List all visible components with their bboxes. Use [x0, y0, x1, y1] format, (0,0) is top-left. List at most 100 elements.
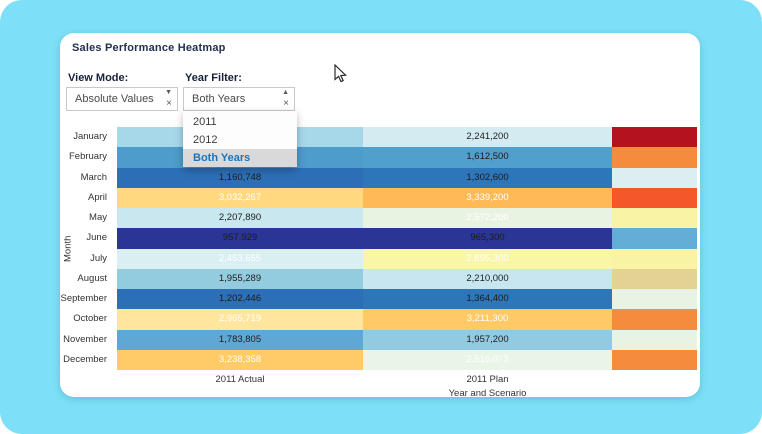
cell-value: 2,516,073 [466, 353, 509, 365]
heatmap-row: 2,453,655 2,895,300 [117, 248, 697, 269]
month-tick: July [90, 252, 107, 264]
cell-value: 2,572,200 [466, 212, 509, 223]
cell-value: 965,300 [470, 232, 505, 244]
heatmap-cell[interactable]: 2,210,000 [363, 268, 612, 289]
month-tick: June [86, 232, 107, 244]
cell-value: 3,032,267 [218, 191, 262, 203]
heatmap-cell[interactable]: 1,202,446 [117, 289, 363, 310]
view-mode-label: View Mode: [68, 72, 129, 84]
cell-value: 957,929 [222, 232, 258, 244]
x-tick-2011-actual: 2011 Actual [215, 374, 265, 385]
page-title: Sales Performance Heatmap [72, 42, 226, 54]
heatmap-cell[interactable] [612, 289, 697, 310]
heatmap-cell[interactable] [612, 208, 697, 229]
year-filter-label: Year Filter: [185, 72, 242, 84]
heatmap-cell[interactable]: 1,783,805 [117, 329, 363, 350]
month-tick: August [77, 272, 107, 284]
view-mode-select[interactable]: Absolute Values ▼ × [66, 87, 178, 111]
menu-item-2011[interactable]: 2011 [193, 116, 217, 128]
cell-value: 2,895,300 [466, 252, 509, 264]
clear-filter-icon[interactable]: × [166, 98, 172, 109]
month-tick: January [73, 131, 107, 142]
heatmap-cell[interactable]: 2,207,890 [117, 208, 363, 229]
heatmap-cell[interactable]: 2,572,200 [363, 208, 612, 229]
heatmap-cell[interactable] [612, 329, 697, 350]
heatmap-cell[interactable]: 1,302,600 [363, 167, 612, 188]
heatmap-cell[interactable]: 3,238,358 [117, 349, 363, 370]
heatmap-row: 3,238,358 2,516,073 [117, 349, 697, 370]
clear-filter-icon[interactable]: × [283, 98, 289, 109]
heatmap-cell[interactable]: 1,955,289 [117, 268, 363, 289]
heatmap-cell[interactable]: 2,516,073 [363, 349, 612, 370]
cell-value: 1,302,600 [466, 171, 509, 183]
cell-value: 3,211,300 [466, 313, 509, 325]
heatmap-cell[interactable] [612, 228, 697, 249]
menu-item-2012[interactable]: 2012 [193, 134, 218, 146]
month-tick: September [60, 293, 107, 304]
cell-value: 1,783,805 [218, 333, 262, 345]
cell-value: 1,612,500 [466, 151, 509, 163]
month-tick: October [73, 313, 107, 325]
heatmap-row: 1,955,289 2,210,000 [117, 268, 697, 289]
month-tick: May [89, 212, 107, 223]
heatmap-cell[interactable] [612, 248, 697, 269]
year-filter-menu: 2011 2012 Both Years [183, 111, 297, 167]
cell-value: 2,965,719 [218, 313, 262, 325]
heatmap-cell[interactable]: 3,339,200 [363, 187, 612, 208]
heatmap-cell[interactable]: 1,160,748 [117, 167, 363, 188]
heatmap-cell[interactable] [612, 268, 697, 289]
month-tick: November [63, 333, 107, 345]
heatmap-cell[interactable]: 2,895,300 [363, 248, 612, 269]
x-axis-title: Year and Scenario [448, 388, 527, 399]
heatmap-row: 957,929 965,300 [117, 228, 697, 249]
heatmap-cell[interactable] [612, 349, 697, 370]
heatmap-row: 2,207,890 2,572,200 [117, 208, 697, 229]
month-axis: January February March April May June July Augu… [60, 127, 112, 370]
heatmap-cell[interactable]: 2,453,655 [117, 248, 363, 269]
cell-value: 2,207,890 [218, 212, 262, 223]
year-filter-value: Both Years [192, 93, 246, 105]
heatmap-row: 1,160,748 1,302,600 [117, 167, 697, 188]
heatmap-cell[interactable] [612, 187, 697, 208]
month-tick: April [87, 191, 107, 203]
heatmap-cell[interactable]: 2,241,200 [363, 127, 612, 148]
heatmap-cell[interactable]: 2,965,719 [117, 309, 363, 330]
cell-value: 1,160,748 [218, 171, 262, 183]
heatmap-row: 3,032,267 3,339,200 [117, 187, 697, 208]
cell-value: 1,955,289 [218, 272, 262, 284]
cell-value: 3,339,200 [466, 191, 509, 203]
heatmap-row: 1,783,805 1,957,200 [117, 329, 697, 350]
heatmap-cell[interactable] [612, 127, 697, 148]
menu-item-both-years[interactable]: Both Years [183, 149, 297, 167]
heatmap-grid: 2,241,200 1,612,500 1,160,748 1,302,600 3,03… [117, 127, 697, 370]
cell-value: 1,957,200 [466, 333, 509, 345]
month-tick: February [68, 151, 107, 163]
x-tick-2011-plan: 2011 Plan [466, 374, 509, 385]
heatmap-row: 1,202,446 1,364,400 [117, 289, 697, 310]
dashboard-card: Sales Performance Heatmap View Mode: Abs… [60, 33, 700, 399]
cell-value: 2,453,655 [218, 252, 262, 264]
heatmap-cell[interactable]: 3,211,300 [363, 309, 612, 330]
year-filter-select[interactable]: Both Years ▲ × [183, 87, 295, 111]
heatmap-cell[interactable] [612, 309, 697, 330]
cell-value: 3,238,358 [218, 353, 262, 365]
heatmap-cell[interactable] [612, 147, 697, 168]
heatmap-cell[interactable]: 957,929 [117, 228, 363, 249]
heatmap-cell[interactable]: 1,364,400 [363, 289, 612, 310]
chevron-down-icon[interactable]: ▼ [165, 89, 172, 96]
heatmap-cell[interactable]: 1,612,500 [363, 147, 612, 168]
heatmap-cell[interactable] [612, 167, 697, 188]
cell-value: 2,210,000 [466, 272, 509, 284]
cell-value: 2,241,200 [466, 131, 509, 142]
chevron-up-icon[interactable]: ▲ [282, 89, 289, 96]
heatmap-cell[interactable]: 3,032,267 [117, 187, 363, 208]
heatmap-row: 2,965,719 3,211,300 [117, 309, 697, 330]
month-tick: March [80, 171, 107, 183]
heatmap-cell[interactable]: 1,957,200 [363, 329, 612, 350]
heatmap-cell[interactable]: 965,300 [363, 228, 612, 249]
month-tick: December [63, 353, 107, 365]
view-mode-value: Absolute Values [75, 93, 154, 105]
mouse-cursor-icon [334, 64, 347, 83]
cell-value: 1,202,446 [218, 293, 262, 304]
